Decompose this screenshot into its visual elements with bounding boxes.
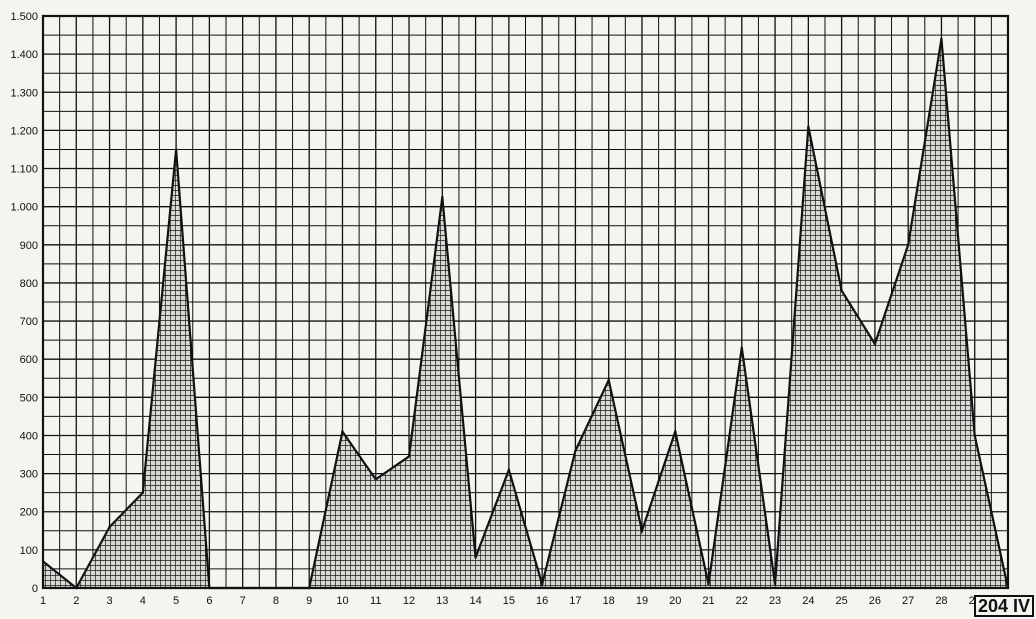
y-tick-label: 400	[20, 430, 38, 442]
y-tick-label: 900	[20, 240, 38, 252]
x-tick-label: 9	[306, 595, 312, 607]
y-tick-label: 1.000	[10, 202, 38, 214]
x-tick-label: 26	[869, 595, 881, 607]
y-tick-label: 1.100	[10, 164, 38, 176]
x-tick-label: 19	[636, 595, 648, 607]
x-tick-label: 22	[736, 595, 748, 607]
data-point	[840, 289, 843, 292]
x-tick-label: 4	[140, 595, 146, 607]
data-point	[507, 468, 511, 471]
y-tick-label: 1.300	[10, 87, 38, 99]
plot-border	[41, 14, 1010, 590]
x-tick-label: 6	[206, 595, 212, 607]
y-tick-label: 600	[20, 354, 38, 366]
data-point	[640, 529, 644, 532]
data-point	[740, 346, 743, 349]
data-area	[41, 37, 1010, 590]
data-point	[574, 449, 577, 452]
x-tick-label: 11	[370, 595, 381, 607]
y-tick-label: 1.200	[10, 125, 38, 137]
y-tick-label: 1.500	[10, 11, 38, 23]
y-tick-label: 500	[20, 392, 38, 404]
data-point	[973, 434, 976, 437]
data-point	[807, 125, 810, 128]
y-tick-label: 1.400	[10, 49, 38, 61]
data-point	[940, 37, 943, 41]
x-tick-label: 12	[403, 595, 415, 607]
x-tick-label: 15	[503, 595, 515, 607]
y-tick-label: 300	[20, 469, 38, 481]
x-tick-label: 17	[569, 595, 581, 607]
x-tick-label: 2	[73, 595, 79, 607]
x-tick-label: 8	[273, 595, 279, 607]
x-tick-label: 13	[436, 595, 448, 607]
x-tick-label: 20	[669, 595, 681, 607]
x-axis-ticks: 1 2 3 4 5 6 7 8 9 10 11 12 13 14 15 16 17 18 19 20 21 22 23 24 2…	[40, 595, 1014, 607]
x-tick-label: 28	[935, 595, 947, 607]
data-point	[873, 342, 877, 346]
x-tick-label: 1	[40, 595, 46, 607]
x-tick-label: 3	[106, 595, 112, 607]
data-point	[374, 478, 377, 481]
y-tick-label: 100	[20, 545, 38, 557]
y-tick-label: 0	[32, 583, 38, 595]
data-point	[441, 195, 444, 199]
x-tick-label: 5	[173, 595, 179, 607]
y-tick-label: 200	[20, 507, 38, 519]
x-tick-label: 25	[835, 595, 847, 607]
data-point	[773, 582, 777, 586]
x-tick-label: 27	[902, 595, 914, 607]
x-tick-label: 24	[802, 595, 814, 607]
data-point	[108, 525, 111, 529]
data-point	[906, 243, 910, 246]
y-axis-ticks: 0 100 200 300 400 500 600 700 800 900 1.000 1.100 1.…	[10, 11, 38, 595]
x-tick-label: 21	[702, 595, 714, 607]
data-point	[407, 455, 411, 458]
data-point	[141, 491, 145, 494]
area-fill	[43, 38, 1008, 588]
y-tick-label: 800	[20, 278, 38, 290]
plot-frame	[41, 14, 1010, 590]
x-tick-label: 14	[469, 595, 481, 607]
data-point	[707, 582, 710, 586]
y-tick-label: 700	[20, 316, 38, 328]
x-tick-label: 7	[240, 595, 246, 607]
figure-tag: 204 IV	[973, 595, 1034, 617]
data-point	[540, 582, 544, 586]
data-point	[341, 430, 344, 433]
data-point	[607, 378, 610, 382]
x-tick-label: 18	[603, 595, 615, 607]
x-tick-label: 10	[336, 595, 348, 607]
data-point	[674, 430, 677, 433]
x-tick-label: 16	[536, 595, 548, 607]
x-tick-label: 23	[769, 595, 781, 607]
series-line	[42, 38, 1010, 590]
data-point	[474, 556, 477, 559]
data-point	[174, 148, 178, 151]
